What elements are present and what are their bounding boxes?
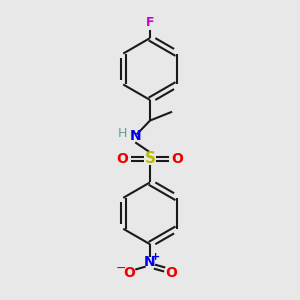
Text: F: F (146, 16, 154, 29)
Text: S: S (145, 151, 155, 166)
Text: O: O (165, 266, 177, 280)
Text: N: N (130, 130, 141, 143)
Text: O: O (117, 152, 129, 166)
Text: N: N (144, 256, 156, 269)
Text: +: + (151, 252, 160, 262)
Text: O: O (123, 266, 135, 280)
Text: H: H (118, 127, 127, 140)
Text: −: − (116, 262, 126, 275)
Text: O: O (171, 152, 183, 166)
